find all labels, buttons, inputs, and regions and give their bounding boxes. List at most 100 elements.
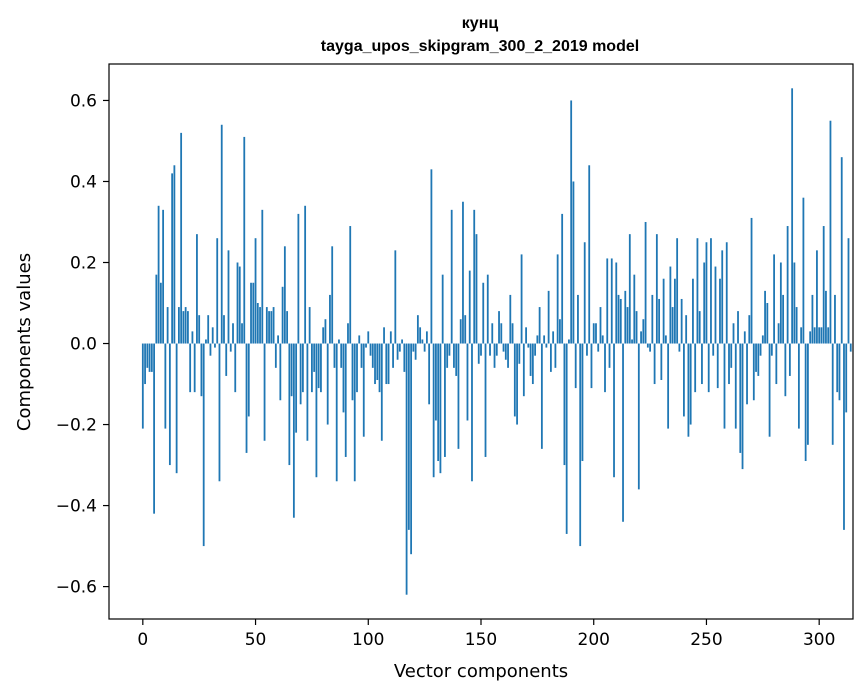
bar — [439, 343, 442, 474]
bar — [459, 319, 462, 344]
bar — [579, 343, 582, 547]
bar — [791, 88, 794, 344]
bar — [432, 343, 435, 478]
bar — [247, 343, 250, 417]
bar — [590, 343, 593, 389]
bar — [385, 343, 388, 385]
bar — [205, 339, 207, 344]
bar — [376, 343, 379, 380]
bar — [829, 120, 832, 344]
bar — [144, 343, 146, 385]
bar — [430, 169, 433, 344]
bar — [274, 343, 277, 368]
bar — [202, 343, 205, 547]
bar — [836, 343, 839, 393]
bar — [719, 278, 721, 344]
y-tick-label: −0.4 — [56, 497, 97, 517]
bar — [581, 343, 584, 462]
bar — [687, 343, 690, 437]
bar — [628, 234, 631, 344]
bar — [412, 343, 415, 352]
bar — [646, 343, 649, 348]
bar — [374, 343, 376, 385]
bar — [694, 343, 697, 393]
bar — [283, 246, 286, 344]
bar — [813, 327, 816, 344]
bar — [714, 266, 717, 344]
x-axis-ticks: 0 50 100 150 200 250 300 — [137, 619, 835, 650]
bar — [207, 315, 210, 344]
bar — [565, 343, 568, 534]
bar — [220, 124, 223, 344]
bar — [522, 343, 525, 397]
bar — [369, 343, 372, 356]
bar — [191, 331, 194, 344]
bar — [820, 327, 823, 344]
bar — [840, 157, 843, 344]
bar — [263, 343, 266, 441]
bar — [340, 343, 343, 368]
x-tick-label: 150 — [465, 630, 497, 650]
bar — [545, 343, 548, 348]
bar — [351, 343, 354, 401]
bar — [141, 343, 144, 429]
bar — [741, 343, 744, 470]
chart-subtitle: tayga_upos_skipgram_300_2_2019 model — [321, 38, 639, 55]
bar — [577, 294, 579, 344]
bar — [635, 311, 638, 344]
bar — [236, 262, 239, 344]
bar — [766, 303, 769, 344]
bar — [371, 343, 374, 368]
bar — [556, 254, 559, 344]
bar — [770, 343, 773, 356]
bar — [268, 311, 270, 344]
x-tick-label: 100 — [352, 630, 384, 650]
bar — [387, 343, 390, 385]
bar — [437, 343, 440, 462]
bar — [583, 242, 586, 344]
bar — [166, 307, 169, 344]
bar — [764, 290, 766, 344]
bar — [615, 262, 618, 344]
bar — [606, 258, 609, 344]
bar — [716, 343, 719, 389]
bar — [561, 213, 564, 344]
bar — [428, 343, 431, 405]
bar — [462, 201, 464, 344]
bar — [486, 274, 489, 344]
bar — [516, 343, 518, 425]
bar — [507, 343, 509, 368]
bar — [667, 343, 670, 429]
bar — [802, 197, 805, 344]
bar — [601, 335, 604, 344]
bar — [822, 226, 825, 344]
bar — [838, 343, 841, 401]
bar — [367, 331, 370, 344]
bar — [344, 343, 347, 457]
bar — [680, 298, 683, 344]
bar — [743, 331, 746, 344]
x-tick-label: 200 — [578, 630, 610, 650]
bar — [475, 234, 478, 344]
bar — [804, 343, 807, 462]
bar — [414, 343, 417, 360]
bar — [441, 274, 444, 344]
bar — [572, 181, 575, 344]
bar — [540, 343, 543, 449]
bar — [752, 343, 755, 401]
bar — [435, 343, 437, 421]
bar — [698, 311, 701, 344]
bar — [444, 343, 446, 457]
bar — [473, 209, 476, 344]
bar — [755, 343, 757, 372]
bar — [685, 315, 688, 344]
bar — [653, 343, 656, 385]
bar — [198, 315, 201, 344]
bar — [446, 343, 449, 368]
bar — [531, 343, 534, 385]
bar — [811, 294, 814, 344]
bar — [525, 327, 527, 344]
bar — [299, 343, 302, 405]
bar — [608, 343, 611, 368]
bar — [209, 343, 212, 356]
